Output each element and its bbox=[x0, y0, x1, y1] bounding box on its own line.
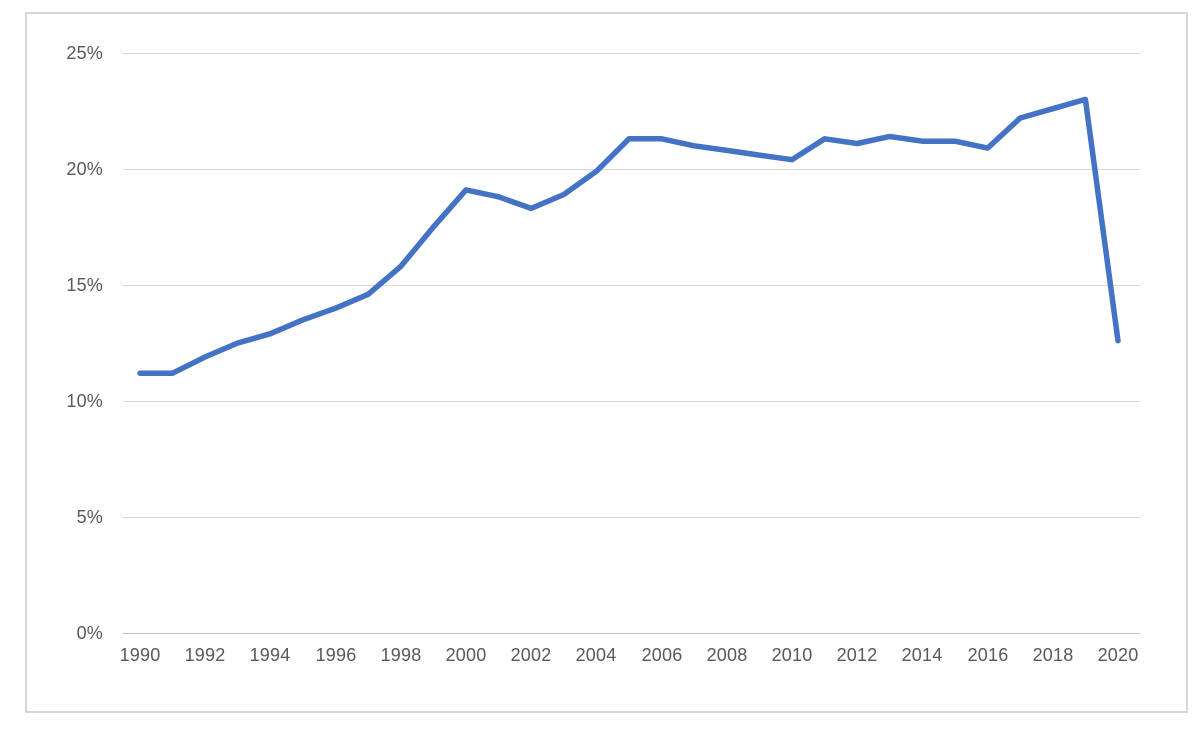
x-tick-label: 1992 bbox=[184, 645, 226, 665]
gridline bbox=[123, 401, 1140, 402]
x-tick-label: 1996 bbox=[315, 645, 357, 665]
x-tick-label: 2016 bbox=[967, 645, 1009, 665]
x-tick-label: 2020 bbox=[1097, 645, 1139, 665]
x-tick-label: 1998 bbox=[380, 645, 422, 665]
y-tick-label: 25% bbox=[66, 43, 103, 63]
x-tick-label: 2000 bbox=[445, 645, 487, 665]
y-tick-label: 0% bbox=[76, 623, 103, 643]
x-tick-label: 1994 bbox=[249, 645, 291, 665]
x-tick-label: 2006 bbox=[641, 645, 683, 665]
gridline bbox=[123, 53, 1140, 54]
x-tick-label: 2012 bbox=[836, 645, 878, 665]
x-tick-label: 2004 bbox=[575, 645, 617, 665]
y-tick-label: 20% bbox=[66, 159, 103, 179]
x-tick-label: 2014 bbox=[901, 645, 943, 665]
y-tick-label: 5% bbox=[76, 507, 103, 527]
gridline bbox=[123, 285, 1140, 286]
x-tick-label: 2018 bbox=[1032, 645, 1074, 665]
series-layer bbox=[137, 96, 1121, 376]
plot-area: 0% 5% 10% 15% 20% 25% 1990 1992 1994 1996 1998 200… bbox=[27, 14, 1186, 711]
y-tick-label: 15% bbox=[66, 275, 103, 295]
chart-frame: 0% 5% 10% 15% 20% 25% 1990 1992 1994 1996 1998 200… bbox=[25, 12, 1188, 713]
x-tick-label: 1990 bbox=[119, 645, 161, 665]
x-tick-label: 2008 bbox=[706, 645, 748, 665]
data-series-line bbox=[137, 96, 1121, 376]
gridline bbox=[123, 169, 1140, 170]
y-tick-label: 10% bbox=[66, 391, 103, 411]
x-tick-label: 2002 bbox=[510, 645, 552, 665]
x-tick-label: 2010 bbox=[771, 645, 813, 665]
x-axis-line bbox=[123, 633, 1140, 634]
gridline bbox=[123, 517, 1140, 518]
